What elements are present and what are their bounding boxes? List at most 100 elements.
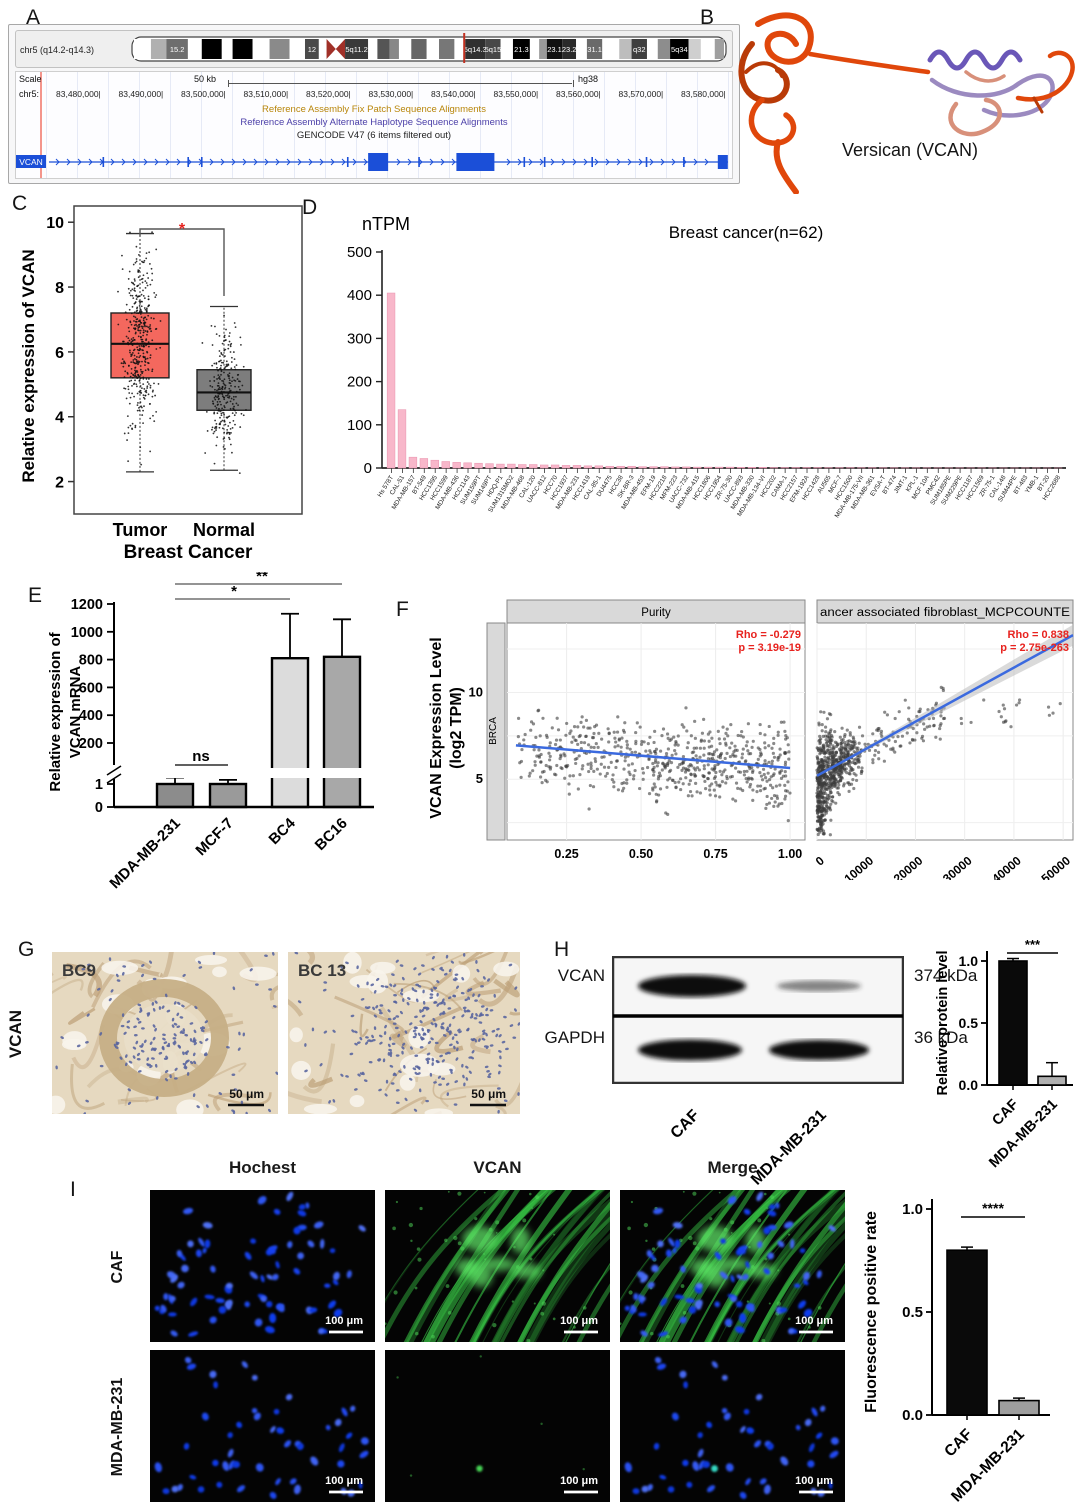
if-image-caf-merge: 100 μm [620,1190,845,1342]
coord-label: 83,560,000| [556,89,601,99]
blot-kda-374: 374 kDa [914,966,978,985]
svg-text:5q15: 5q15 [485,45,502,54]
svg-text:**: ** [256,572,268,585]
coord-label: 83,580,000| [681,89,726,99]
svg-text:100 μm: 100 μm [325,1315,363,1327]
ihc-image-bc9: BC9 50 μm [52,952,278,1114]
svg-text:5: 5 [476,771,483,786]
genome-browser-panel: chr5 (q14.2-q14.3) 15.2 12 5q11.2 5q14.3 5q15… [8,24,740,184]
svg-text:*: * [179,221,186,238]
svg-text:200: 200 [347,374,372,391]
svg-text:1.0: 1.0 [902,1201,923,1218]
svg-text:VCAN Expression Level: VCAN Expression Level [428,637,445,818]
svg-text:*: * [231,583,237,600]
coord-label: 83,500,000| [181,89,226,99]
svg-text:q32: q32 [633,45,646,54]
svg-text:5q11.2: 5q11.2 [345,45,367,54]
coord-label: 83,550,000| [493,89,539,99]
coord-label: 83,510,000| [243,89,289,99]
svg-text:ns: ns [192,748,210,765]
if-column-header-hochest: Hochest [228,1158,297,1177]
browser-tracks: Scale 50 kb hg38 chr5: 83,480,000| 83,490… [15,71,733,179]
svg-text:23.1: 23.1 [547,45,562,54]
scale-bracket-line [228,83,572,84]
svg-text:0: 0 [95,800,103,816]
svg-text:CAF: CAF [941,1426,976,1461]
svg-text:800: 800 [79,653,103,669]
svg-text:0.50: 0.50 [629,847,653,861]
svg-text:2: 2 [55,475,64,492]
if-image-caf-hoechst: 100 μm [150,1190,375,1342]
blot-kda-36: 36 kDa [914,1028,968,1047]
svg-text:0.0: 0.0 [902,1407,923,1424]
ihc-image-bc13: BC 13 50 μm [288,952,520,1114]
boxplot-vcan-expression: Relative expression of VCAN 2 4 6 8 10 Tumor No… [19,205,303,563]
track-note: Reference Assembly Alternate Haplotype S… [240,117,508,128]
svg-text:1200: 1200 [71,597,103,613]
svg-text:Tumor: Tumor [113,520,168,540]
svg-text:Rho = 0.838: Rho = 0.838 [1008,629,1069,641]
svg-text:1000: 1000 [71,625,103,641]
panel-a-letter: A [26,6,41,29]
svg-text:400: 400 [347,287,372,304]
svg-text:MDA-MB-231: MDA-MB-231 [986,1097,1061,1170]
svg-text:ancer associated fibroblast_MC: ancer associated fibroblast_MCPCOUNTE [820,607,1070,619]
if-column-header-vcan: VCAN [473,1158,522,1177]
svg-text:Purity: Purity [641,607,671,619]
svg-text:15.2: 15.2 [170,45,185,54]
svg-text:nTPM: nTPM [362,214,410,234]
svg-text:10: 10 [46,215,64,232]
svg-text:0.75: 0.75 [703,847,727,861]
gene-track-svg: VCAN [16,153,728,171]
svg-text:chr5 (q14.2-q14.3): chr5 (q14.2-q14.3) [20,45,94,55]
barchart-ntpm-cell-lines: nTPM Breast cancer(n=62)0100200300400500H… [347,214,1066,519]
svg-text:0.25: 0.25 [554,847,578,861]
coord-label: 83,570,000| [618,89,664,99]
svg-text:400: 400 [79,708,103,724]
coord-label: 83,530,000| [368,89,414,99]
svg-text:500: 500 [347,244,372,261]
svg-text:p = 3.19e-19: p = 3.19e-19 [738,642,801,654]
svg-text:BC 13: BC 13 [298,961,346,980]
svg-text:10: 10 [469,684,483,699]
svg-text:Fluorescence positive rate: Fluorescence positive rate [863,1211,880,1413]
svg-text:20000: 20000 [891,853,926,880]
svg-text:Breast Cancer: Breast Cancer [124,542,253,563]
svg-text:0: 0 [813,853,827,868]
svg-text:100 μm: 100 μm [795,1315,833,1327]
svg-text:1.0: 1.0 [959,953,979,969]
svg-text:600: 600 [79,680,103,696]
panel-h-letter: H [554,938,570,961]
svg-text:23.2: 23.2 [562,45,577,54]
panel-i-letter: I [70,1178,76,1201]
panel-g-letter: G [18,938,35,961]
coord-label: 83,490,000| [118,89,164,99]
svg-text:BC4: BC4 [266,814,300,848]
panel-b-letter: B [700,6,715,29]
scale-value: 50 kb [194,74,217,84]
svg-text:Rho = -0.279: Rho = -0.279 [736,629,801,641]
svg-text:0.5: 0.5 [902,1304,923,1321]
svg-text:100: 100 [347,417,372,434]
western-blot-image [612,956,904,1084]
if-image-mda-merge: 100 μm [620,1350,845,1502]
svg-text:MCF-7: MCF-7 [192,815,236,859]
ideogram-svg: chr5 (q14.2-q14.3) 15.2 12 5q11.2 5q14.35q15… [20,33,727,63]
if-image-mda-hoechst: 100 μm [150,1350,375,1502]
blot-protein-label-vcan: VCAN [557,966,605,985]
svg-text:0.0: 0.0 [959,1077,979,1093]
ihc-side-label: VCAN [6,1009,25,1059]
blot-lane-labels: CAF MDA-MB-231 [668,1107,830,1189]
if-row-label-caf: CAF [109,1250,126,1284]
svg-text:1.00: 1.00 [778,847,802,861]
track-note: GENCODE V47 (6 items filtered out) [296,130,452,141]
svg-text:Relative expression of VCAN: Relative expression of VCAN [19,249,38,482]
track-note: Reference Assembly Fix Patch Sequence Al… [262,104,486,115]
svg-text:100 μm: 100 μm [795,1475,833,1487]
svg-text:30000: 30000 [940,853,975,880]
scale-label: Scale [19,74,42,84]
barchart-fluorescence-rate: Fluorescence positive rate1.00.50.0CAFMD… [863,1199,1050,1505]
svg-text:0.5: 0.5 [959,1015,979,1031]
svg-text:VCAN mRNA: VCAN mRNA [67,666,84,759]
